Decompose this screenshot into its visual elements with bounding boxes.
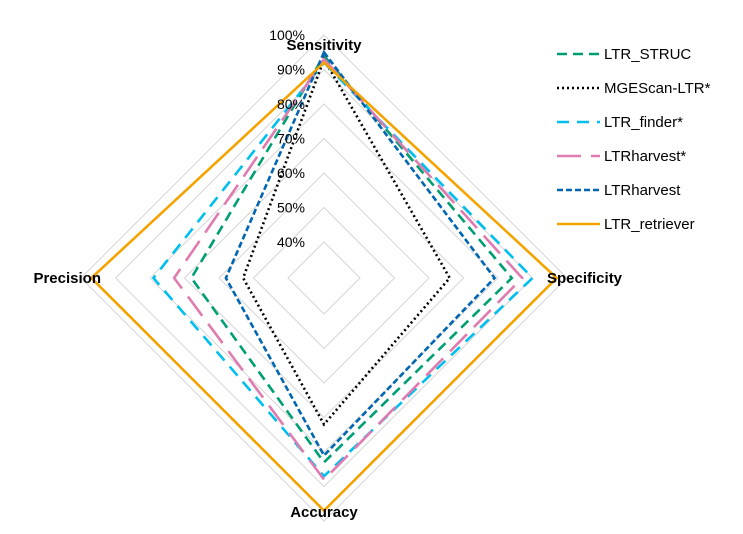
axis-label-specificity: Specificity [547,270,623,287]
series-ltr-finder [151,60,535,479]
series-mgescan-ltr [241,56,452,427]
grid-ring-100 [80,34,568,522]
axis-labels: Sensitivity Specificity Accuracy Precision [33,37,622,521]
grid-ring-70 [183,137,465,419]
tick-label: 90% [277,62,305,78]
tick-label: 60% [277,165,305,181]
grid-ring-60 [218,172,430,384]
legend-label-ltrharvest: LTRharvest* [604,148,686,165]
series-ltrharvest [172,57,524,482]
grid-ring-50 [252,206,396,350]
tick-label: 40% [277,234,305,250]
grid-ring-80 [149,103,499,453]
series-ltr-struc [189,53,514,465]
axis-label-accuracy: Accuracy [290,504,358,521]
axis-label-precision: Precision [33,270,101,287]
radius-tick-labels: 40% 50% 60% 70% 80% 90% 100% [269,27,305,250]
legend-label-ltr-struc: LTR_STRUC [604,46,691,63]
axis-label-sensitivity: Sensitivity [286,37,362,54]
tick-label: 100% [269,27,305,43]
series-ltrharvest [224,49,497,458]
radar-grid [80,34,568,522]
series-ltr-retriever [89,60,559,513]
legend-label-ltr-finder: LTR_finder* [604,114,683,131]
tick-label: 70% [277,131,305,147]
radar-series [89,49,559,513]
legend-label-ltrharvest: LTRharvest [604,182,681,199]
grid-ring-40 [287,241,361,315]
grid-ring-90 [114,68,534,488]
tick-label: 50% [277,200,305,216]
tick-label: 80% [277,96,305,112]
legend-label-mgescan-ltr: MGEScan-LTR* [604,80,711,97]
legend: LTR_STRUC MGEScan-LTR* LTR_finder* LTRharve… [557,46,711,233]
legend-label-ltr-retriever: LTR_retriever [604,216,695,233]
